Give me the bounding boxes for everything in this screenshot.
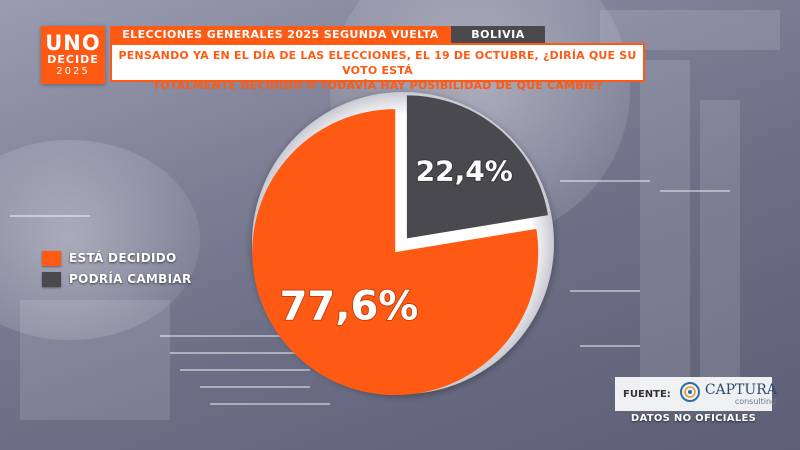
source-sub: consulting: [734, 396, 777, 406]
background-line: [660, 190, 730, 192]
background-line: [170, 352, 310, 354]
election-title: ELECCIONES GENERALES 2025 SEGUNDA VUELTA: [110, 26, 451, 43]
logo-line-decide: DECIDE: [47, 52, 99, 66]
data-label-decidido: 77,6%: [280, 284, 419, 330]
source-name: CAPTURA: [704, 381, 777, 398]
pie-slices: [252, 95, 548, 396]
legend-item-cambiar: PODRÍA CAMBIAR: [42, 269, 192, 289]
captura-logo-icon: [679, 381, 701, 407]
pie-slice-decidido: [252, 109, 539, 396]
legend-label-decidido: ESTÁ DECIDIDO: [69, 251, 177, 265]
background-line: [160, 335, 280, 337]
country-label: BOLIVIA: [451, 26, 545, 43]
pie-labels: 77,6% 22,4%: [279, 153, 514, 330]
legend: ESTÁ DECIDIDO PODRÍA CAMBIAR: [42, 248, 192, 290]
source-brand: CAPTURA consulting: [705, 383, 777, 406]
background-line: [570, 290, 640, 292]
legend-label-cambiar: PODRÍA CAMBIAR: [69, 272, 192, 286]
disclaimer: DATOS NO OFICIALES: [630, 413, 757, 424]
pie-slice-cambiar: [406, 95, 548, 239]
background-glow: [0, 140, 200, 340]
background-line: [210, 403, 330, 405]
data-label-cambiar: 22,4%: [416, 154, 513, 187]
question-line-1: PENSANDO YA EN EL DÍA DE LAS ELECCIONES,…: [118, 49, 637, 77]
source-label: FUENTE:: [623, 388, 671, 400]
uno-decide-logo: UNO DECIDE 2025: [41, 26, 105, 84]
legend-swatch-decidido: [42, 250, 61, 266]
background-line: [180, 369, 310, 371]
background-line: [580, 345, 640, 347]
legend-item-decidido: ESTÁ DECIDIDO: [42, 248, 192, 268]
survey-question: PENSANDO YA EN EL DÍA DE LAS ELECCIONES,…: [110, 43, 645, 92]
background-line: [560, 180, 650, 182]
logo-line-year: 2025: [56, 65, 90, 77]
background-bar: [700, 100, 740, 390]
source-box: FUENTE: CAPTURA consulting: [615, 377, 777, 411]
background-bar: [640, 60, 690, 390]
background-bar: [20, 300, 170, 420]
logo-line-uno: UNO: [45, 30, 101, 55]
legend-swatch-cambiar: [42, 271, 61, 287]
background-line: [10, 215, 90, 217]
background-line: [200, 386, 310, 388]
question-line-2: TOTALMENTE DECIDIDO O TODAVÍA HAY POSIBI…: [152, 79, 603, 92]
